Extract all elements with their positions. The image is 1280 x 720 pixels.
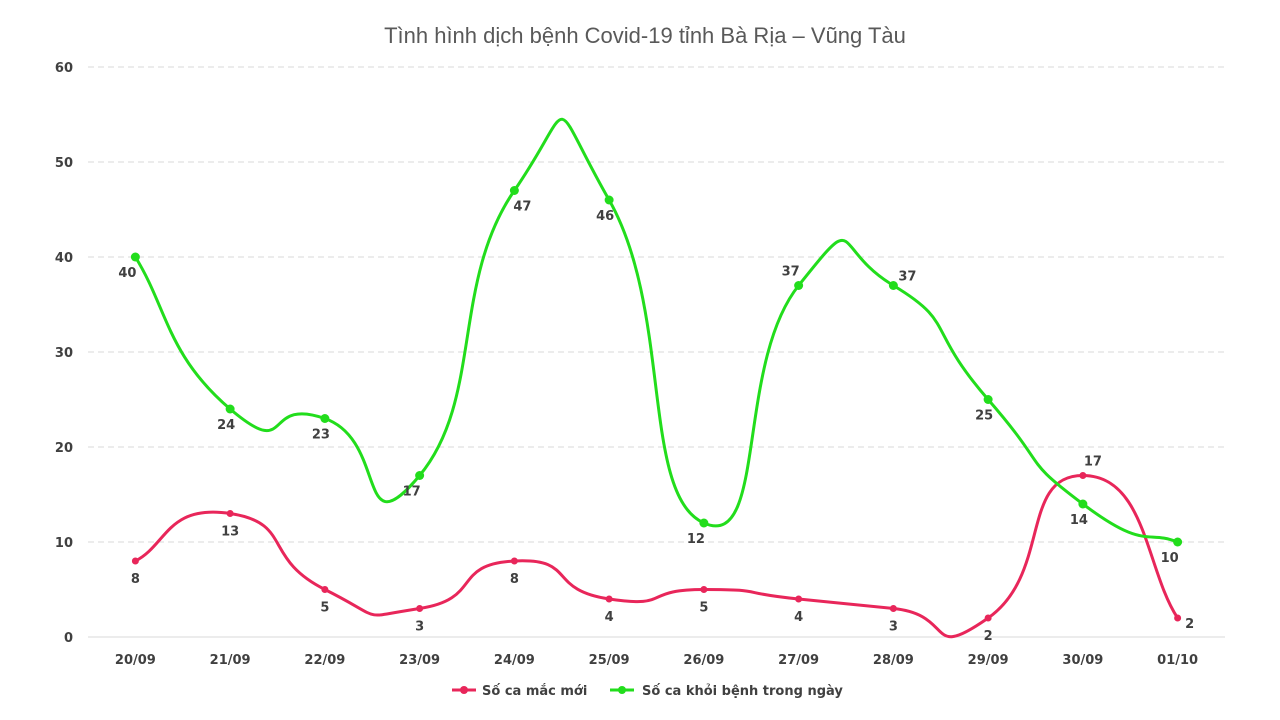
gridlines	[88, 66, 1225, 638]
data-point	[984, 614, 992, 622]
data-label: 17	[403, 485, 421, 500]
data-point	[416, 605, 424, 612]
y-tick-label: 20	[55, 441, 73, 456]
data-point	[320, 414, 330, 423]
data-point	[1174, 614, 1182, 622]
data-label: 8	[510, 572, 519, 587]
data-label: 2	[1185, 617, 1194, 632]
x-tick-label: 28/09	[873, 653, 914, 668]
data-label: 17	[1084, 455, 1102, 470]
y-tick-label: 50	[55, 156, 73, 171]
data-point	[604, 195, 614, 205]
data-label: 23	[312, 428, 330, 443]
data-label: 25	[975, 409, 993, 424]
data-label: 4	[794, 610, 803, 625]
x-tick-label: 22/09	[304, 653, 345, 668]
x-tick-label: 24/09	[494, 653, 535, 668]
data-label: 12	[687, 532, 705, 547]
data-point	[415, 471, 425, 480]
x-tick-label: 30/09	[1062, 653, 1103, 668]
data-label: 24	[217, 418, 235, 433]
data-point	[983, 395, 993, 404]
data-point	[510, 557, 518, 565]
data-label: 8	[131, 572, 140, 587]
x-axis-ticks: 20/09 21/09 22/09 23/09 24/09 25/09 26/09 27/09…	[115, 653, 1198, 668]
data-point	[226, 510, 234, 517]
data-point	[225, 404, 235, 414]
data-label: 46	[596, 209, 614, 224]
data-point	[794, 281, 804, 290]
series-lines	[133, 118, 1180, 639]
x-tick-label: 29/09	[968, 653, 1009, 668]
data-label: 14	[1070, 513, 1088, 528]
data-label: 40	[118, 266, 136, 281]
data-label: 3	[889, 620, 898, 635]
x-tick-label: 23/09	[399, 653, 440, 668]
data-label: 5	[699, 601, 708, 616]
x-tick-label: 01/10	[1157, 653, 1198, 668]
data-label: 10	[1161, 551, 1179, 566]
data-point	[699, 518, 709, 528]
data-point	[700, 586, 708, 593]
series-line-1	[133, 118, 1180, 544]
y-tick-label: 0	[64, 631, 73, 646]
data-label: 47	[513, 200, 531, 215]
legend-label: Số ca khỏi bệnh trong ngày	[642, 684, 843, 699]
legend: Số ca mắc mới Số ca khỏi bệnh trong ngày	[452, 684, 843, 699]
data-point	[321, 586, 329, 593]
legend-marker	[618, 686, 626, 694]
data-point	[605, 595, 613, 603]
y-tick-label: 40	[55, 251, 73, 266]
data-point	[1173, 537, 1183, 547]
x-tick-label: 27/09	[778, 653, 819, 668]
x-tick-label: 26/09	[683, 653, 724, 668]
data-point	[509, 186, 519, 195]
x-tick-label: 25/09	[589, 653, 630, 668]
data-label: 5	[320, 601, 329, 616]
data-label: 4	[605, 610, 614, 625]
legend-label: Số ca mắc mới	[482, 684, 587, 699]
data-label: 13	[221, 525, 239, 540]
x-tick-label: 20/09	[115, 653, 156, 668]
legend-marker	[460, 686, 468, 694]
data-label: 3	[415, 620, 424, 635]
data-label: 37	[898, 270, 916, 285]
y-tick-label: 30	[55, 346, 73, 361]
data-point	[889, 605, 897, 612]
data-point	[888, 281, 898, 290]
data-point	[131, 557, 139, 565]
y-tick-label: 60	[55, 61, 73, 76]
data-point	[130, 252, 140, 262]
data-label: 2	[984, 629, 993, 644]
data-point	[1079, 472, 1087, 479]
data-point	[1078, 499, 1088, 509]
y-tick-label: 10	[55, 536, 73, 551]
chart-title: Tình hình dịch bệnh Covid-19 tỉnh Bà Rịa…	[384, 23, 906, 48]
data-point	[795, 595, 803, 603]
series-line-0	[133, 473, 1180, 639]
data-label: 37	[782, 265, 800, 280]
x-tick-label: 21/09	[210, 653, 251, 668]
series-points	[130, 186, 1183, 622]
y-axis-ticks: 0 10 20 30 40 50 60	[55, 61, 73, 646]
